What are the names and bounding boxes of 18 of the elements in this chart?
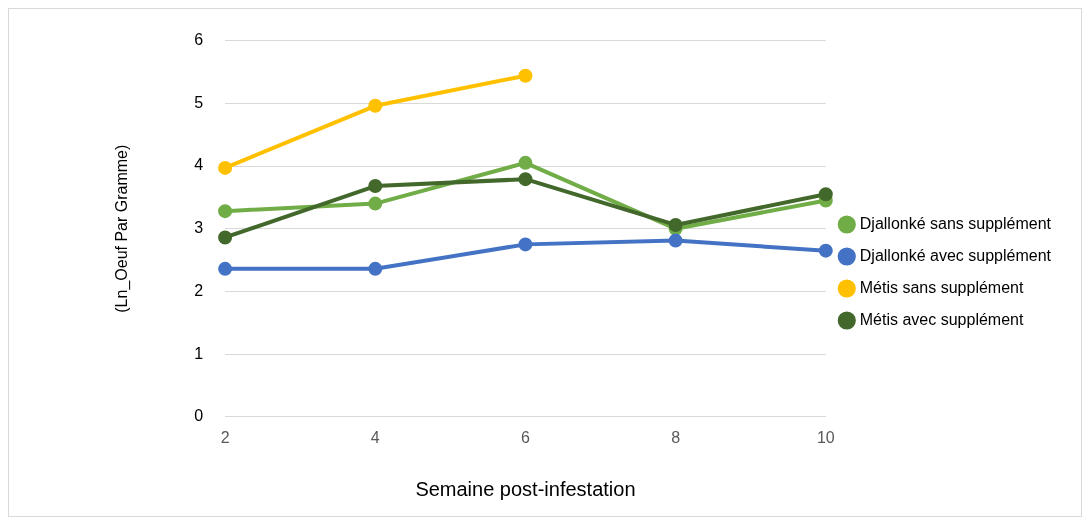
y-tick-label: 1	[194, 344, 204, 362]
x-tick-label: 8	[671, 428, 681, 446]
y-axis-title: (Ln_Oeuf Par Gramme)	[113, 144, 132, 313]
x-tick-label: 4	[370, 428, 380, 446]
x-axis-title: Semaine post-infestation	[415, 477, 636, 500]
y-tick-label: 5	[194, 93, 204, 111]
legend-label: Métis avec supplément	[859, 310, 1024, 328]
x-tick-label: 6	[520, 428, 530, 446]
legend-label: Djallonké avec supplément	[859, 246, 1052, 264]
y-tick-label: 6	[194, 31, 204, 49]
x-tick-label: 10	[816, 428, 835, 446]
y-tick-label: 0	[194, 407, 204, 425]
legend-label: Métis sans supplément	[859, 278, 1024, 296]
x-tick-label: 2	[220, 428, 230, 446]
y-tick-label: 2	[194, 281, 204, 299]
legend-label: Djallonké sans supplément	[859, 214, 1052, 232]
y-tick-label: 3	[194, 219, 204, 237]
y-tick-label: 4	[194, 156, 204, 174]
